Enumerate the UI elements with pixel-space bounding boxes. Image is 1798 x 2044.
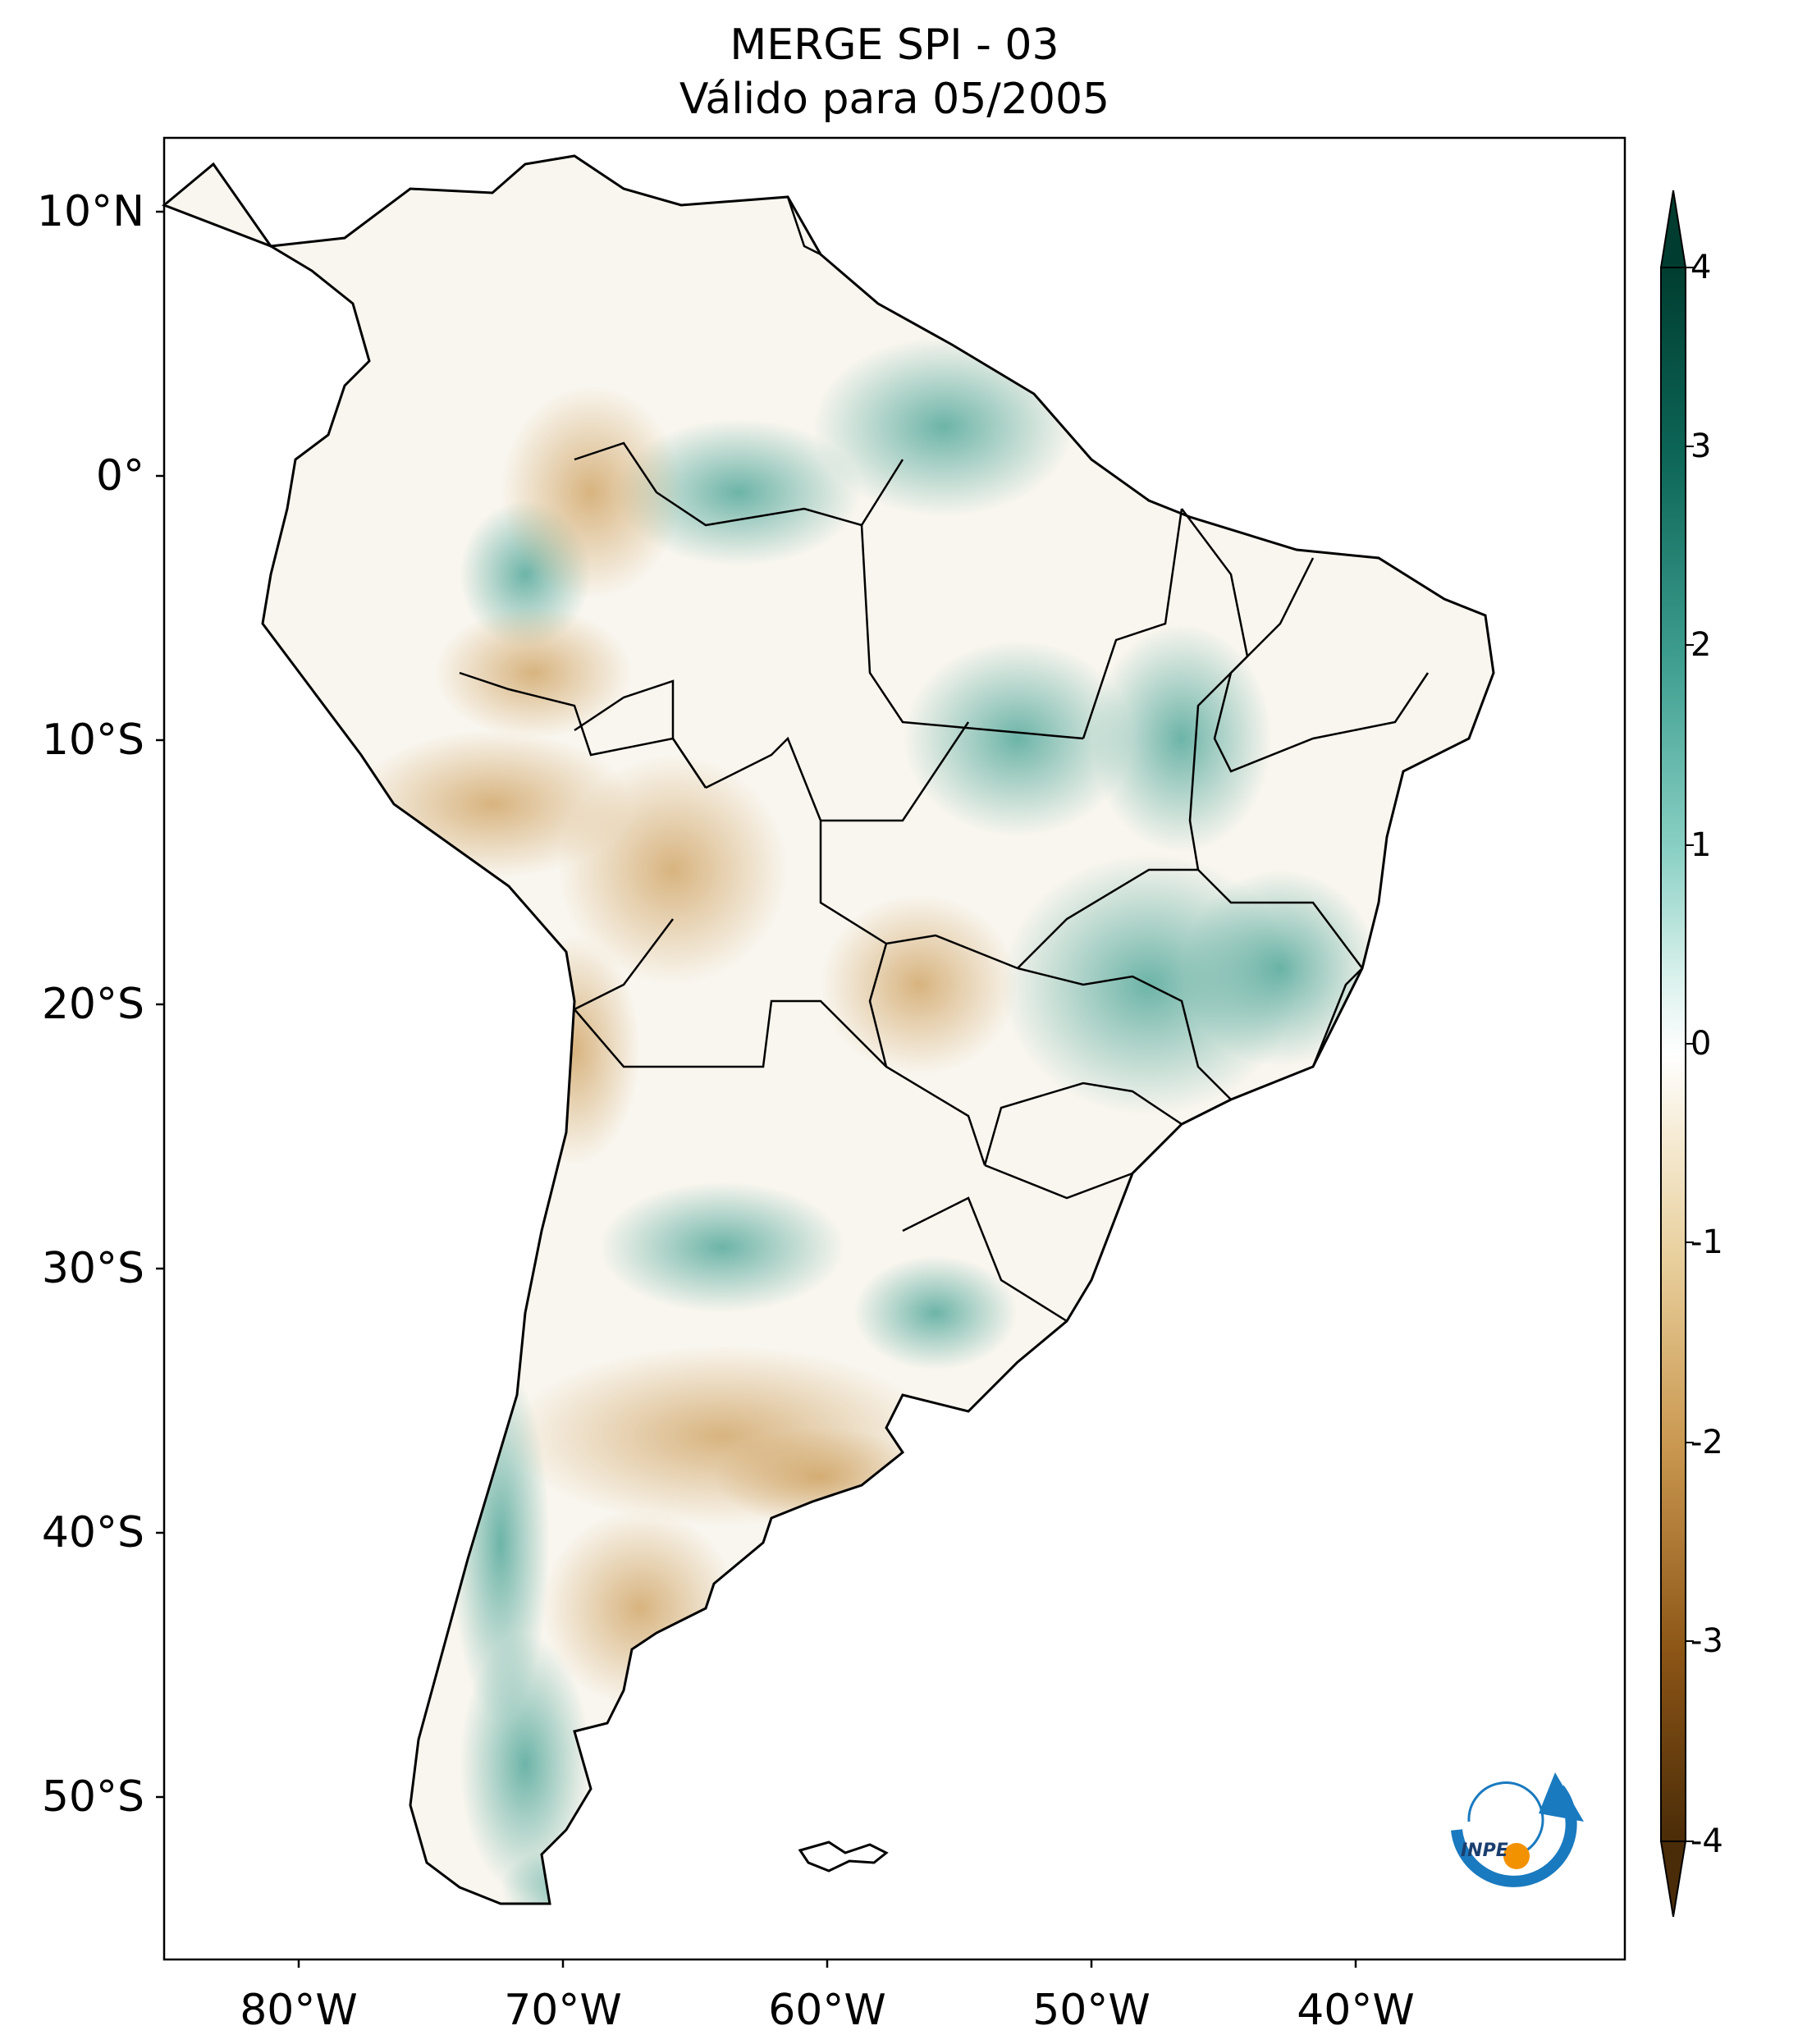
lat-label-30S: 30°S	[41, 1244, 144, 1293]
lat-label-10N: 10°N	[36, 187, 144, 236]
lon-label-70W: 70°W	[504, 1986, 622, 2035]
inpe-logo-text: INPE	[1461, 1841, 1508, 1861]
south-america-landmass	[162, 154, 1495, 1905]
lat-label-40S: 40°S	[41, 1508, 144, 1557]
lon-label-40W: 40°W	[1297, 1986, 1415, 2035]
colorbar-tick-4: 4	[1690, 249, 1712, 286]
colorbar-tick-neg2: -2	[1690, 1424, 1723, 1461]
colorbar	[1659, 190, 1694, 1918]
map-title: MERGE SPI - 03	[730, 21, 1059, 70]
borders	[459, 196, 1430, 1323]
lon-label-80W: 80°W	[240, 1986, 358, 2035]
lat-label-20S: 20°S	[41, 980, 144, 1029]
lat-label-50S: 50°S	[41, 1772, 144, 1822]
colorbar-tick-neg1: -1	[1690, 1223, 1723, 1261]
coastline	[162, 154, 1495, 1905]
falkland-islands	[798, 1841, 889, 1873]
inpe-logo: INPE	[1451, 1772, 1584, 1887]
lon-ticks	[297, 1959, 1357, 1968]
lon-label-60W: 60°W	[768, 1986, 886, 2035]
colorbar-tick-2: 2	[1690, 626, 1712, 664]
lat-ticks	[156, 210, 164, 1799]
colorbar-tick-neg3: -3	[1690, 1622, 1723, 1660]
lat-label-0: 0°	[95, 451, 144, 501]
colorbar-tick-0: 0	[1690, 1025, 1712, 1063]
colorbar-tick-1: 1	[1690, 826, 1712, 864]
colorbar-tick-3: 3	[1690, 428, 1712, 465]
lon-label-50W: 50°W	[1032, 1986, 1151, 2035]
lat-label-10S: 10°S	[41, 716, 144, 765]
map-subtitle: Válido para 05/2005	[679, 75, 1110, 124]
colorbar-tick-neg4: -4	[1690, 1822, 1723, 1860]
